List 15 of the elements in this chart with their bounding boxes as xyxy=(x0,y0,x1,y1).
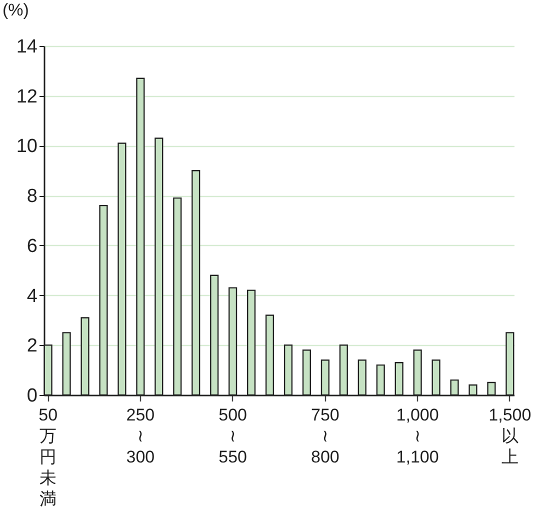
y-tick-label: 6 xyxy=(26,236,38,257)
y-tick-label: 2 xyxy=(26,336,38,357)
x-tick-label: 50万円未満 xyxy=(38,406,58,508)
y-tick-label: 10 xyxy=(16,136,38,158)
x-tick-label: 750≀800 xyxy=(311,406,340,466)
y-axis-title: (%) xyxy=(2,0,29,20)
x-tick-label: 500≀550 xyxy=(218,406,247,466)
x-tick-label: 1,500以上 xyxy=(488,406,532,466)
y-tick-label: 8 xyxy=(26,186,38,208)
y-tick-label: 4 xyxy=(26,286,38,307)
x-tick-label: 250≀300 xyxy=(126,406,155,466)
x-tick-label: 1,000≀1,100 xyxy=(396,406,439,466)
y-tick-label: 0 xyxy=(26,386,38,406)
y-tick-label: 14 xyxy=(16,36,38,58)
y-tick-label: 12 xyxy=(16,86,38,108)
